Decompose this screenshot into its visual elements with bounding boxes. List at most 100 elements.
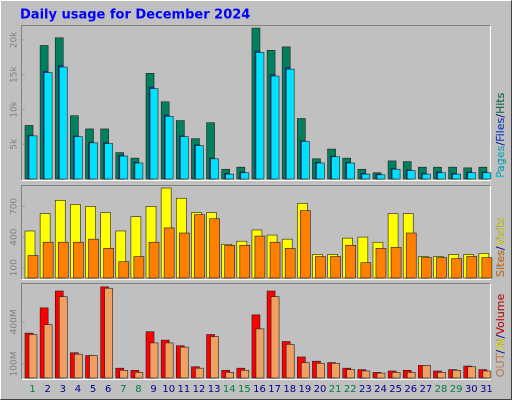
- legend: Pages/Files/Hits: [494, 92, 507, 178]
- bar: [210, 336, 219, 379]
- y-tick-label: 15k: [10, 66, 20, 83]
- x-tick-label: 19: [299, 384, 312, 395]
- x-tick-label: 12: [193, 384, 206, 395]
- x-tick-label: 5: [90, 384, 96, 395]
- x-tick-label: 1: [29, 384, 35, 395]
- x-tick-label: 22: [344, 384, 357, 395]
- x-tick-label: 11: [177, 384, 190, 395]
- bar: [43, 324, 53, 379]
- legend-entry: Visits: [494, 217, 507, 246]
- y-tick-label: 400M: [10, 309, 20, 334]
- bar: [285, 68, 295, 180]
- bar: [74, 353, 83, 379]
- bar: [316, 362, 325, 379]
- bar: [58, 66, 68, 180]
- x-tick-label: 16: [253, 384, 266, 395]
- legend-separator: /: [494, 334, 507, 338]
- legend: OUT/IN/Volume: [494, 293, 507, 377]
- bar: [269, 241, 281, 279]
- bar: [270, 296, 280, 379]
- x-tick-label: 24: [374, 384, 387, 395]
- bar: [301, 362, 310, 379]
- bar: [331, 362, 340, 379]
- legend-entry: Hits: [494, 92, 507, 114]
- x-tick-label: 26: [404, 384, 417, 395]
- bar: [254, 235, 266, 279]
- bar: [331, 156, 340, 180]
- y-tick-label: 20k: [10, 31, 20, 48]
- x-tick-label: 10: [162, 384, 175, 395]
- x-tick-label: 8: [135, 384, 141, 395]
- x-tick-label: 3: [60, 384, 66, 395]
- bar: [360, 262, 372, 279]
- legend-entry: Pages: [494, 145, 507, 178]
- x-tick-label: 31: [480, 384, 493, 395]
- y-tick-label: 10k: [10, 100, 20, 117]
- y-tick-label: 5k: [10, 138, 20, 150]
- bar: [239, 244, 251, 279]
- bar: [149, 342, 159, 379]
- bar: [270, 75, 280, 180]
- bar: [42, 241, 54, 279]
- bar: [240, 369, 250, 379]
- panel-bevel: [21, 25, 491, 181]
- bar: [300, 210, 311, 279]
- bar: [467, 172, 477, 180]
- bar: [210, 158, 219, 180]
- legend-entry: IN: [494, 338, 507, 349]
- bar: [285, 344, 295, 379]
- bar: [316, 162, 325, 180]
- bar: [390, 247, 402, 279]
- y-tick-label: 400: [10, 228, 20, 245]
- bar: [422, 173, 431, 180]
- x-tick-label: 20: [314, 384, 327, 395]
- chart-title: Daily usage for December 2024: [20, 8, 250, 23]
- bar: [209, 218, 220, 279]
- bar: [74, 136, 83, 180]
- legend: Sites/Visits: [494, 217, 507, 277]
- bar: [436, 257, 447, 279]
- bar: [88, 238, 99, 279]
- x-tick-label: 9: [150, 384, 156, 395]
- legend-entry: Sites: [494, 250, 507, 277]
- bar: [391, 168, 401, 180]
- bar: [405, 232, 417, 279]
- bar: [451, 258, 462, 279]
- bar: [225, 173, 234, 180]
- x-tick-label: 6: [105, 384, 111, 395]
- bar: [133, 256, 145, 279]
- bar: [134, 372, 144, 379]
- legend-separator: /: [494, 350, 507, 354]
- bar: [57, 241, 69, 279]
- x-tick-label: 28: [435, 384, 448, 395]
- bar: [376, 372, 386, 379]
- bar: [28, 334, 38, 379]
- bar: [255, 328, 265, 379]
- bar: [482, 172, 492, 180]
- bar: [104, 287, 113, 379]
- x-tick-label: 25: [389, 384, 402, 395]
- legend-entry: Files: [494, 117, 507, 141]
- bar: [284, 248, 296, 279]
- legend-entry: OUT: [494, 353, 507, 377]
- bar: [240, 172, 250, 180]
- bar: [225, 372, 234, 379]
- x-tick-label: 21: [329, 384, 342, 395]
- bar: [43, 72, 53, 180]
- bar: [391, 372, 401, 379]
- panel-bevel: [21, 283, 491, 380]
- x-tick-label: 30: [465, 384, 478, 395]
- panel-bevel: [21, 283, 491, 380]
- bar: [179, 136, 189, 180]
- legend-entry: Volume: [494, 293, 507, 334]
- bar: [195, 367, 204, 379]
- bar: [103, 248, 114, 279]
- x-tick-label: 14: [223, 384, 236, 395]
- y-tick-label: 100M: [10, 351, 20, 376]
- bar: [361, 370, 371, 379]
- bar: [89, 355, 98, 379]
- bar: [481, 257, 493, 279]
- y-tick-label: 700: [10, 198, 20, 215]
